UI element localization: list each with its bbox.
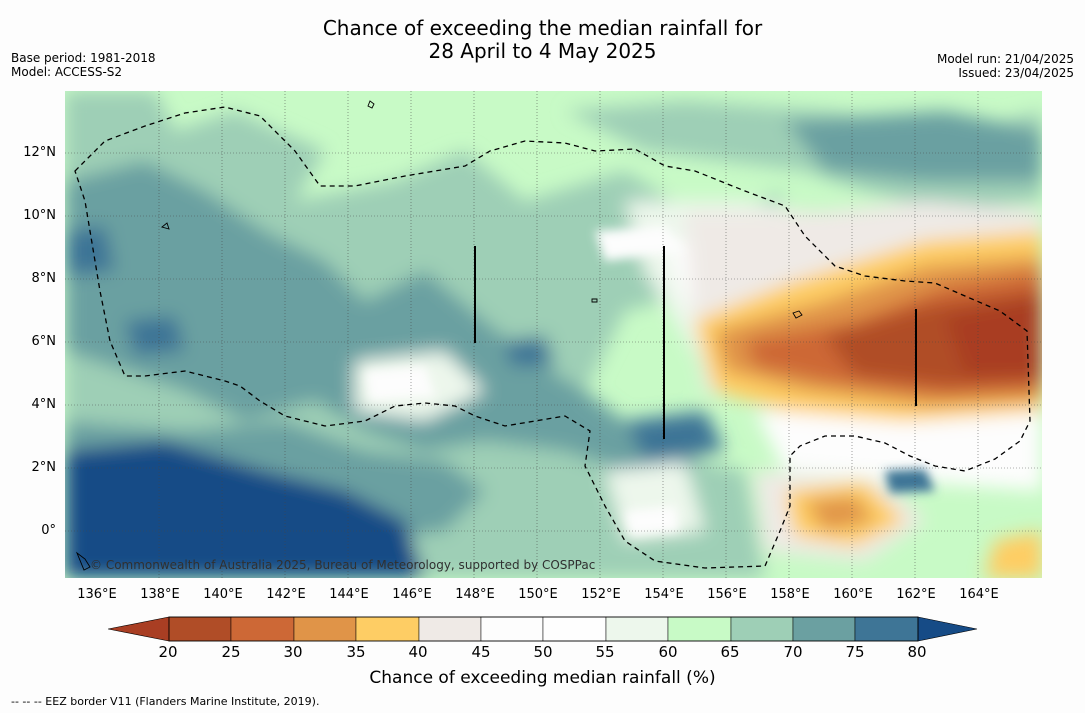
- lon-tick-146e: 146°E: [392, 587, 432, 602]
- colorbar-tick-20: 20: [158, 643, 178, 661]
- lon-tick-164e: 164°E: [959, 587, 999, 602]
- model-name: Model: ACCESS-S2: [11, 65, 123, 79]
- colorbar-tick-50: 50: [533, 643, 553, 661]
- lat-tick-8n: 8°N: [31, 271, 57, 286]
- colorbar-segment-55-60: [605, 616, 669, 642]
- lon-tick-154e: 154°E: [644, 587, 684, 602]
- base-period: Base period: 1981-2018: [11, 51, 156, 65]
- lon-tick-136e: 136°E: [77, 587, 117, 602]
- colorbar-tick-65: 65: [720, 643, 740, 661]
- colorbar-label: Chance of exceeding median rainfall (%): [369, 668, 716, 688]
- copyright-notice: © Commonwealth of Australia 2025, Bureau…: [90, 558, 596, 572]
- colorbar-tick-25: 25: [221, 643, 241, 661]
- lat-tick-12n: 12°N: [23, 145, 56, 160]
- colorbar-tick-70: 70: [783, 643, 803, 661]
- colorbar: [108, 616, 978, 642]
- colorbar-tick-35: 35: [346, 643, 366, 661]
- lat-tick-2n: 2°N: [31, 460, 57, 475]
- colorbar-segment-50-55: [542, 616, 607, 642]
- colorbar-tick-40: 40: [408, 643, 428, 661]
- lon-tick-160e: 160°E: [833, 587, 873, 602]
- lon-tick-158e: 158°E: [770, 587, 810, 602]
- base-info: Base period: 1981-2018 Model: ACCESS-S2: [11, 51, 156, 79]
- colorbar-segment-25-30: [230, 616, 295, 642]
- map-canvas: [65, 91, 1042, 578]
- lat-tick-10n: 10°N: [23, 208, 56, 223]
- colorbar-under-arrow: [108, 616, 170, 642]
- lon-tick-152e: 152°E: [581, 587, 621, 602]
- eez-footnote: -- -- -- EEZ border V11 (Flanders Marine…: [11, 695, 320, 708]
- colorbar-tick-80: 80: [907, 643, 927, 661]
- lon-tick-138e: 138°E: [140, 587, 180, 602]
- map-title-line-1: Chance of exceeding the median rainfall …: [322, 16, 763, 40]
- meridian-markers: [474, 246, 917, 439]
- colorbar-segment-30-35: [293, 616, 357, 642]
- colorbar-segment-70-75: [792, 616, 856, 642]
- colorbar-segment-40-45: [418, 616, 482, 642]
- eez-border-line: [74, 106, 1031, 569]
- rainfall-probability-map: [65, 91, 1042, 578]
- colorbar-segment-45-50: [480, 616, 544, 642]
- colorbar-over-arrow: [917, 616, 978, 642]
- probability-detail: [365, 226, 935, 536]
- colorbar-tick-45: 45: [471, 643, 491, 661]
- lon-tick-148e: 148°E: [455, 587, 495, 602]
- run-info: Model run: 21/04/2025 Issued: 23/04/2025: [937, 52, 1074, 80]
- lon-tick-140e: 140°E: [203, 587, 243, 602]
- islands: [75, 100, 803, 571]
- issued-date: Issued: 23/04/2025: [958, 66, 1074, 80]
- colorbar-segment-75-80: [854, 616, 919, 642]
- colorbar-segment-20-25: [168, 616, 232, 642]
- lat-tick-0: 0°: [41, 523, 56, 538]
- lon-tick-142e: 142°E: [266, 587, 306, 602]
- colorbar-tick-30: 30: [283, 643, 303, 661]
- colorbar-tick-55: 55: [595, 643, 615, 661]
- lon-tick-150e: 150°E: [518, 587, 558, 602]
- lat-tick-4n: 4°N: [31, 397, 57, 412]
- colorbar-segment-65-70: [730, 616, 794, 642]
- model-run: Model run: 21/04/2025: [936, 52, 1074, 66]
- lon-tick-144e: 144°E: [329, 587, 369, 602]
- colorbar-segment-60-65: [667, 616, 732, 642]
- lat-tick-6n: 6°N: [31, 334, 57, 349]
- lon-tick-156e: 156°E: [707, 587, 747, 602]
- colorbar-segment-35-40: [355, 616, 420, 642]
- map-title-line-2: 28 April to 4 May 2025: [428, 39, 657, 63]
- colorbar-tick-60: 60: [658, 643, 678, 661]
- colorbar-tick-75: 75: [845, 643, 865, 661]
- probability-field: [65, 91, 1042, 578]
- lon-tick-162e: 162°E: [896, 587, 936, 602]
